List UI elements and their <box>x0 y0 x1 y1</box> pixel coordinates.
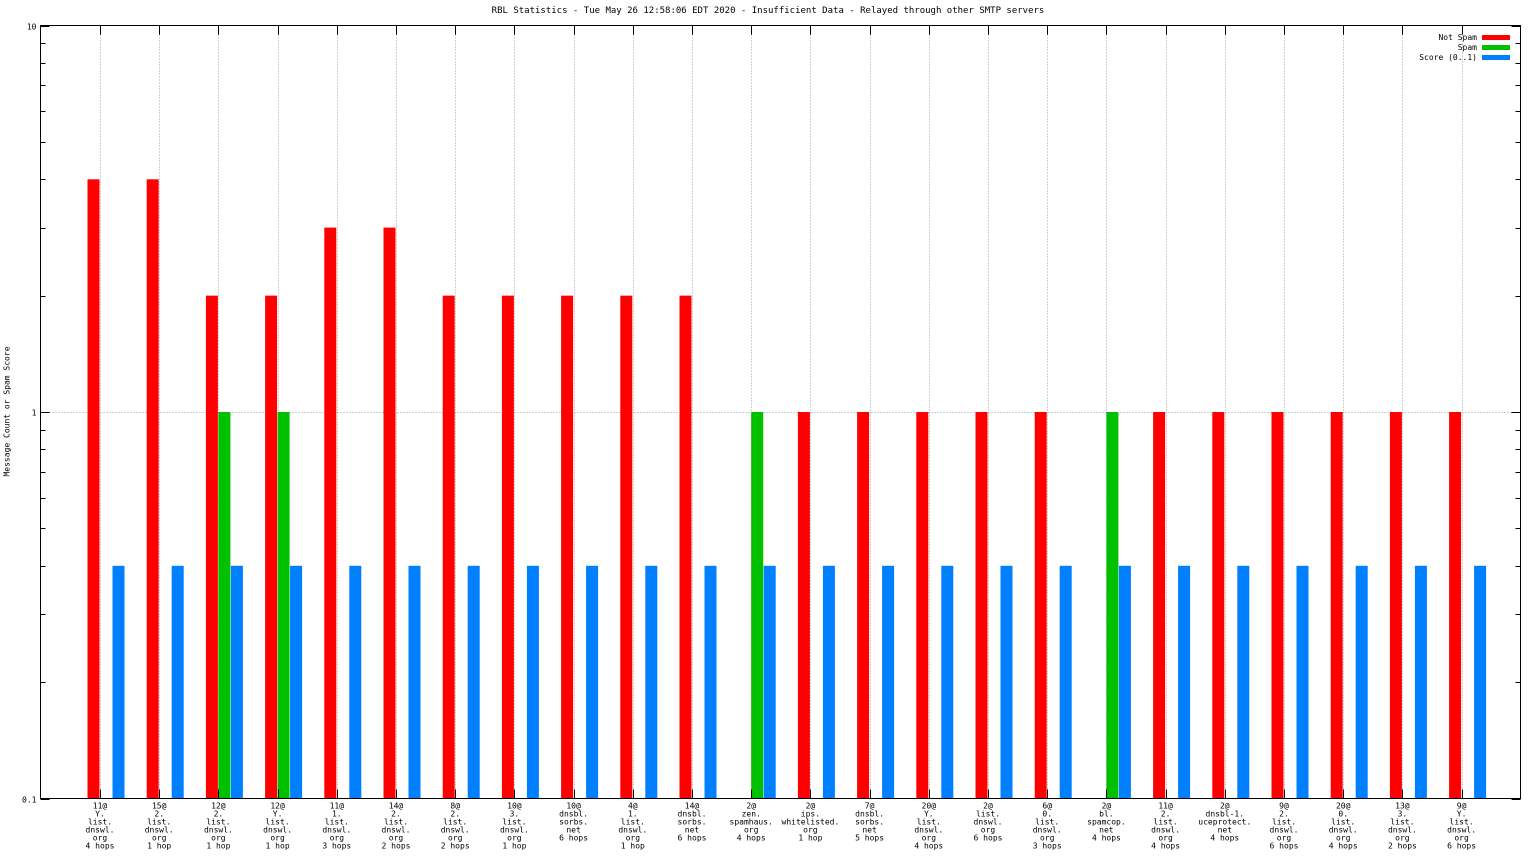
bars <box>87 179 1487 799</box>
bar-spam <box>1106 412 1119 799</box>
y-tick-label: 10 <box>27 23 37 32</box>
bar-score <box>467 565 480 799</box>
x-tick-label: 2@ bl. spamcop. net 4 hops <box>1087 802 1126 843</box>
x-tick-labels: 11@ Y. list. dnswl. org 4 hops 15@ 2. list. dnswl… <box>86 802 1477 851</box>
legend-swatch <box>1482 55 1510 60</box>
x-tick-label: 15@ 2. list. dnswl. org 1 hop <box>145 802 174 851</box>
bar-score <box>586 565 599 799</box>
bar-not-spam <box>1389 412 1402 799</box>
x-tick-label: 12@ Y. list. dnswl. org 1 hop <box>263 802 292 851</box>
bar-score <box>1296 565 1309 799</box>
bar-score <box>1237 565 1250 799</box>
bar-not-spam <box>1330 412 1343 799</box>
x-tick-label: 10@ 3. list. dnswl. org 1 hop <box>500 802 529 851</box>
bar-not-spam <box>1153 412 1166 799</box>
bar-not-spam <box>1034 412 1047 799</box>
bar-spam <box>277 412 290 799</box>
bar-score <box>1414 565 1427 799</box>
bar-score <box>171 565 184 799</box>
x-tick-label: 10@ dnsbl. sorbs. net 6 hops <box>559 802 588 843</box>
bar-score <box>1178 565 1191 799</box>
bar-score <box>112 565 125 799</box>
x-tick-label: 8@ 2. list. dnswl. org 2 hops <box>441 802 470 851</box>
x-tick-label: 20@ 0. list. dnswl. org 4 hops <box>1329 802 1358 851</box>
bar-spam <box>218 412 231 799</box>
bar-not-spam <box>324 227 337 799</box>
bar-not-spam <box>87 179 100 799</box>
x-tick-label: 11@ 1. list. dnswl. org 3 hops <box>322 802 351 851</box>
bar-not-spam <box>146 179 159 799</box>
bar-not-spam <box>501 295 514 799</box>
x-tick-label: 11@ Y. list. dnswl. org 4 hops <box>86 802 115 851</box>
bar-not-spam <box>1449 412 1462 799</box>
x-tick-label: 11@ 2. list. dnswl. org 4 hops <box>1151 802 1180 851</box>
bar-not-spam <box>620 295 633 799</box>
bar-score <box>349 565 362 799</box>
bar-score <box>763 565 776 799</box>
bar-not-spam <box>265 295 278 799</box>
bar-not-spam <box>797 412 810 799</box>
legend-label: Score (0..1) <box>1419 53 1477 62</box>
x-tick-label: 14@ 2. list. dnswl. org 2 hops <box>382 802 411 851</box>
chart-title: RBL Statistics - Tue May 26 12:58:06 EDT… <box>491 6 1045 16</box>
legend-swatch <box>1482 35 1510 40</box>
legend-label: Not Spam <box>1438 33 1477 42</box>
bar-not-spam <box>383 227 396 799</box>
bar-score <box>408 565 421 799</box>
bar-score <box>704 565 717 799</box>
bar-score <box>1000 565 1013 799</box>
bar-not-spam <box>916 412 929 799</box>
legend-swatch <box>1482 45 1510 50</box>
bar-spam <box>751 412 764 799</box>
bar-not-spam <box>1212 412 1225 799</box>
x-tick-label: 9@ Y. list. dnswl. org 6 hops <box>1447 802 1476 851</box>
bar-score <box>1474 565 1487 799</box>
x-tick-label: 2@ ips. whitelisted. org 1 hop <box>782 802 840 843</box>
axis-ticks: 10 1 0.1 <box>22 23 1521 805</box>
bar-not-spam <box>561 295 574 799</box>
bar-score <box>1118 565 1131 799</box>
bar-not-spam <box>857 412 870 799</box>
bar-not-spam <box>679 295 692 799</box>
bar-not-spam <box>442 295 455 799</box>
bar-score <box>526 565 539 799</box>
bar-score <box>882 565 895 799</box>
legend-label: Spam <box>1458 43 1477 52</box>
x-tick-label: 2@ zen. spamhaus. org 4 hops <box>730 802 773 843</box>
bar-score <box>1059 565 1072 799</box>
x-tick-label: 2@ dnsbl-1. uceprotect. net 4 hops <box>1198 802 1251 843</box>
x-tick-label: 12@ 2. list. dnswl. org 1 hop <box>204 802 233 851</box>
bar-score <box>645 565 658 799</box>
bar-score <box>230 565 243 799</box>
bar-score <box>290 565 303 799</box>
x-tick-label: 13@ 3. list. dnswl. org 2 hops <box>1388 802 1417 851</box>
x-tick-label: 20@ Y. list. dnswl. org 4 hops <box>914 802 943 851</box>
x-tick-label: 4@ 1. list. dnswl. org 1 hop <box>618 802 647 851</box>
x-tick-label: 2@ list. dnswl. org 6 hops <box>974 802 1003 843</box>
bar-score <box>822 565 835 799</box>
y-tick-label: 1 <box>32 409 37 418</box>
x-tick-label: 14@ dnsbl. sorbs. net 6 hops <box>678 802 707 843</box>
bar-score <box>941 565 954 799</box>
bar-score <box>1355 565 1368 799</box>
bar-not-spam <box>975 412 988 799</box>
x-tick-label: 9@ 2. list. dnswl. org 6 hops <box>1270 802 1299 851</box>
y-tick-label: 0.1 <box>22 796 37 805</box>
x-tick-label: 6@ 0. list. dnswl. org 3 hops <box>1033 802 1062 851</box>
bar-not-spam <box>205 295 218 799</box>
bar-not-spam <box>1271 412 1284 799</box>
x-tick-label: 7@ dnsbl. sorbs. net 5 hops <box>855 802 884 843</box>
